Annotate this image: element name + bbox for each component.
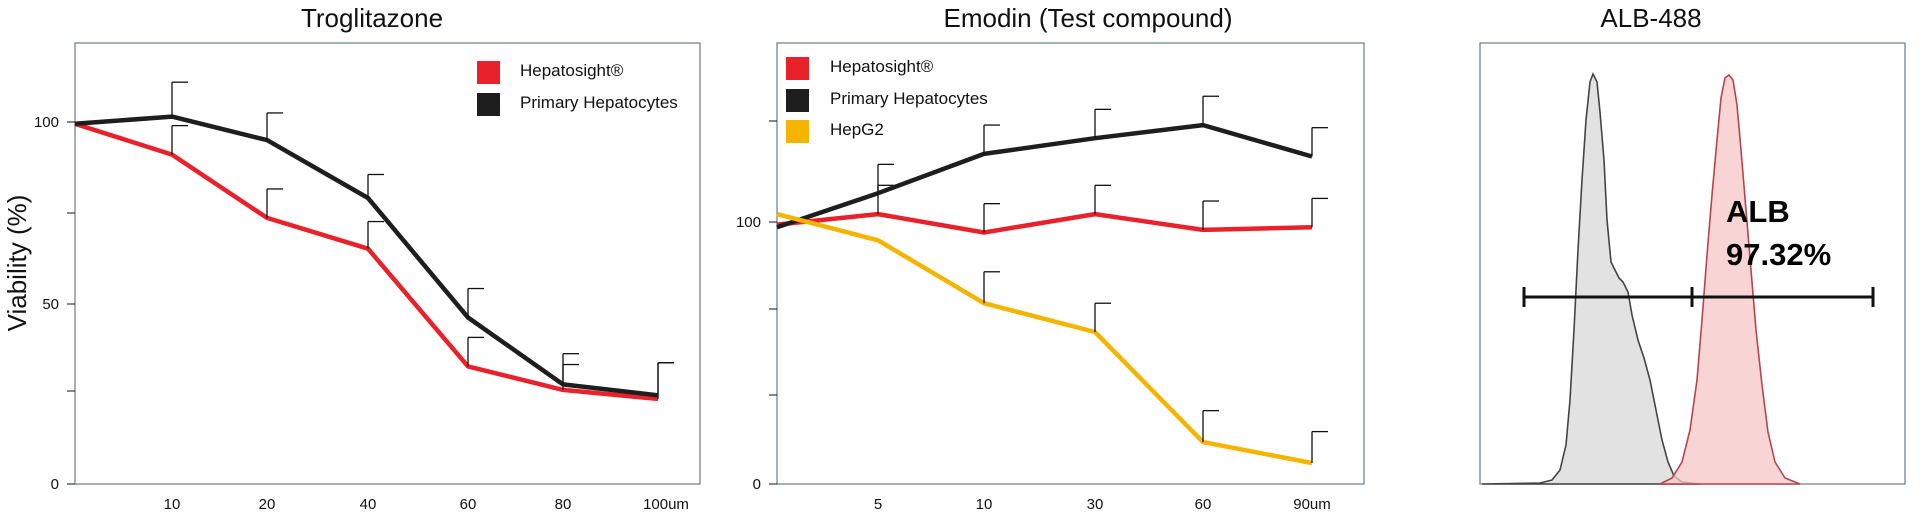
x-tick-label: 80	[555, 496, 572, 513]
troglitazone-panel: Troglitazone Viability (%) 0 50 100 10 2…	[2, 3, 701, 513]
legend-swatch-hepg2	[786, 120, 809, 143]
legend-swatch-hepatosight	[477, 61, 500, 84]
y-tick-label: 0	[753, 476, 761, 493]
alb488-title: ALB-488	[1600, 3, 1701, 33]
legend-label-hepg2: HepG2	[830, 120, 884, 139]
x-tick-label: 60	[460, 496, 477, 513]
x-tick-label: 60	[1195, 496, 1212, 513]
emodin-legend: Hepatosight® Primary Hepatocytes HepG2	[786, 57, 988, 143]
troglitazone-y-axis-label: Viability (%)	[2, 195, 32, 332]
x-tick-label: 10	[164, 496, 181, 513]
x-tick-label: 100um	[643, 496, 689, 513]
emodin-x-ticks: 5 10 30 60 90um	[874, 496, 1331, 513]
legend-swatch-hepatosight	[786, 57, 809, 80]
x-tick-label: 20	[259, 496, 276, 513]
y-tick-label: 100	[34, 114, 59, 131]
histogram-negative-control	[1481, 72, 1701, 485]
troglitazone-legend: Hepatosight® Primary Hepatocytes	[477, 61, 678, 116]
emodin-plot-frame	[776, 42, 1365, 485]
y-tick-label: 100	[736, 214, 761, 231]
legend-label-hepatosight: Hepatosight®	[520, 61, 624, 80]
troglitazone-x-ticks: 10 20 40 60 80 100um	[164, 496, 689, 513]
alb-gate-marker	[1522, 287, 1875, 307]
series-line-primary-hepatocytes	[776, 122, 1313, 230]
emodin-y-ticks: 0 100	[736, 120, 777, 493]
legend-swatch-primary-hepatocytes	[477, 93, 500, 116]
emodin-series	[776, 95, 1328, 466]
y-tick-label: 0	[51, 476, 59, 493]
y-tick-label: 50	[42, 296, 59, 313]
legend-label-hepatosight: Hepatosight®	[830, 57, 934, 76]
emodin-title: Emodin (Test compound)	[943, 3, 1232, 33]
legend-label-primary-hepatocytes: Primary Hepatocytes	[520, 93, 678, 112]
x-tick-label: 40	[360, 496, 377, 513]
x-tick-label: 30	[1087, 496, 1104, 513]
series-line-hepatosight	[776, 211, 1313, 235]
series-line-hepg2	[776, 211, 1313, 466]
legend-swatch-primary-hepatocytes	[786, 89, 809, 112]
x-tick-label: 5	[874, 496, 882, 513]
alb-annotation-label: ALB	[1726, 194, 1790, 229]
legend-label-primary-hepatocytes: Primary Hepatocytes	[830, 89, 988, 108]
series-line-hepatosight	[74, 121, 659, 402]
troglitazone-plot-frame	[74, 42, 701, 485]
alb488-panel: ALB-488 ALB 97.32%	[1479, 3, 1906, 485]
troglitazone-title: Troglitazone	[301, 3, 443, 33]
emodin-panel: Emodin (Test compound) 0 100 5 10 30 60 …	[736, 3, 1365, 513]
alb-annotation-percent: 97.32%	[1726, 237, 1831, 272]
histogram-alb-stained	[1659, 73, 1801, 485]
x-tick-label: 10	[976, 496, 993, 513]
troglitazone-y-ticks: 0 50 100	[34, 114, 75, 493]
troglitazone-series	[74, 81, 674, 402]
x-tick-label: 90um	[1293, 496, 1331, 513]
